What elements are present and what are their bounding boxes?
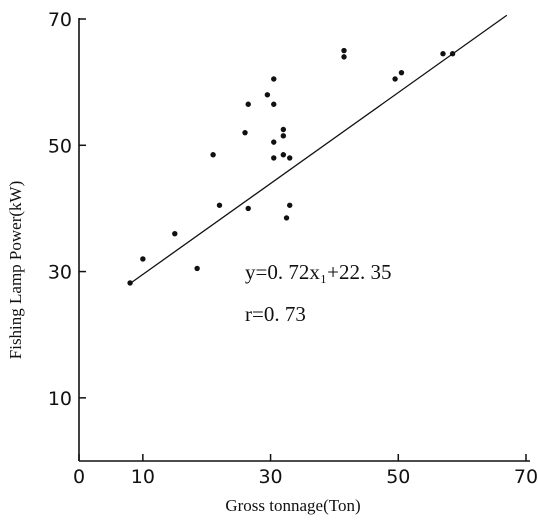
x-tick-label: 50 xyxy=(386,466,410,488)
data-point xyxy=(280,126,287,133)
data-point xyxy=(210,152,216,158)
data-point xyxy=(449,51,456,57)
y-axis-label: Fishing Lamp Power(kW) xyxy=(6,181,25,359)
data-point xyxy=(283,215,290,221)
x-tick-label: 10 xyxy=(131,466,155,488)
y-tick-label: 70 xyxy=(48,9,72,31)
data-point xyxy=(287,202,293,208)
data-point xyxy=(194,265,200,272)
annotation-equation: y=0. 72x₁+22. 35 xyxy=(245,260,392,284)
ticks: 0 10 30 50 70 10 30 50 70 xyxy=(48,9,538,488)
data-point xyxy=(271,155,277,161)
data-point xyxy=(287,155,293,161)
x-tick-label: 30 xyxy=(258,466,282,488)
data-point xyxy=(341,54,347,60)
data-point xyxy=(264,92,271,98)
data-point xyxy=(172,230,178,237)
data-point xyxy=(271,76,277,82)
data-point xyxy=(271,139,277,145)
x-tick-label: 70 xyxy=(514,466,538,488)
data-point xyxy=(392,76,398,82)
data-point xyxy=(398,69,405,76)
y-tick-label: 10 xyxy=(48,388,72,410)
data-point xyxy=(216,202,223,208)
data-point xyxy=(127,280,133,286)
data-points xyxy=(127,47,456,286)
data-point xyxy=(440,51,446,57)
data-point xyxy=(271,101,277,107)
y-tick-label: 50 xyxy=(48,135,72,157)
data-point xyxy=(245,205,251,212)
data-point xyxy=(245,101,251,107)
data-point xyxy=(280,133,287,139)
y-tick-label: 30 xyxy=(48,262,72,284)
data-point xyxy=(280,152,287,158)
axes xyxy=(78,18,530,462)
data-point xyxy=(341,47,347,54)
annotation-r: r=0. 73 xyxy=(245,302,306,326)
x-tick-label: 0 xyxy=(73,466,85,488)
regression-line xyxy=(129,14,508,285)
x-axis-label: Gross tonnage(Ton) xyxy=(225,496,360,515)
data-point xyxy=(140,256,146,262)
data-point xyxy=(242,129,248,136)
